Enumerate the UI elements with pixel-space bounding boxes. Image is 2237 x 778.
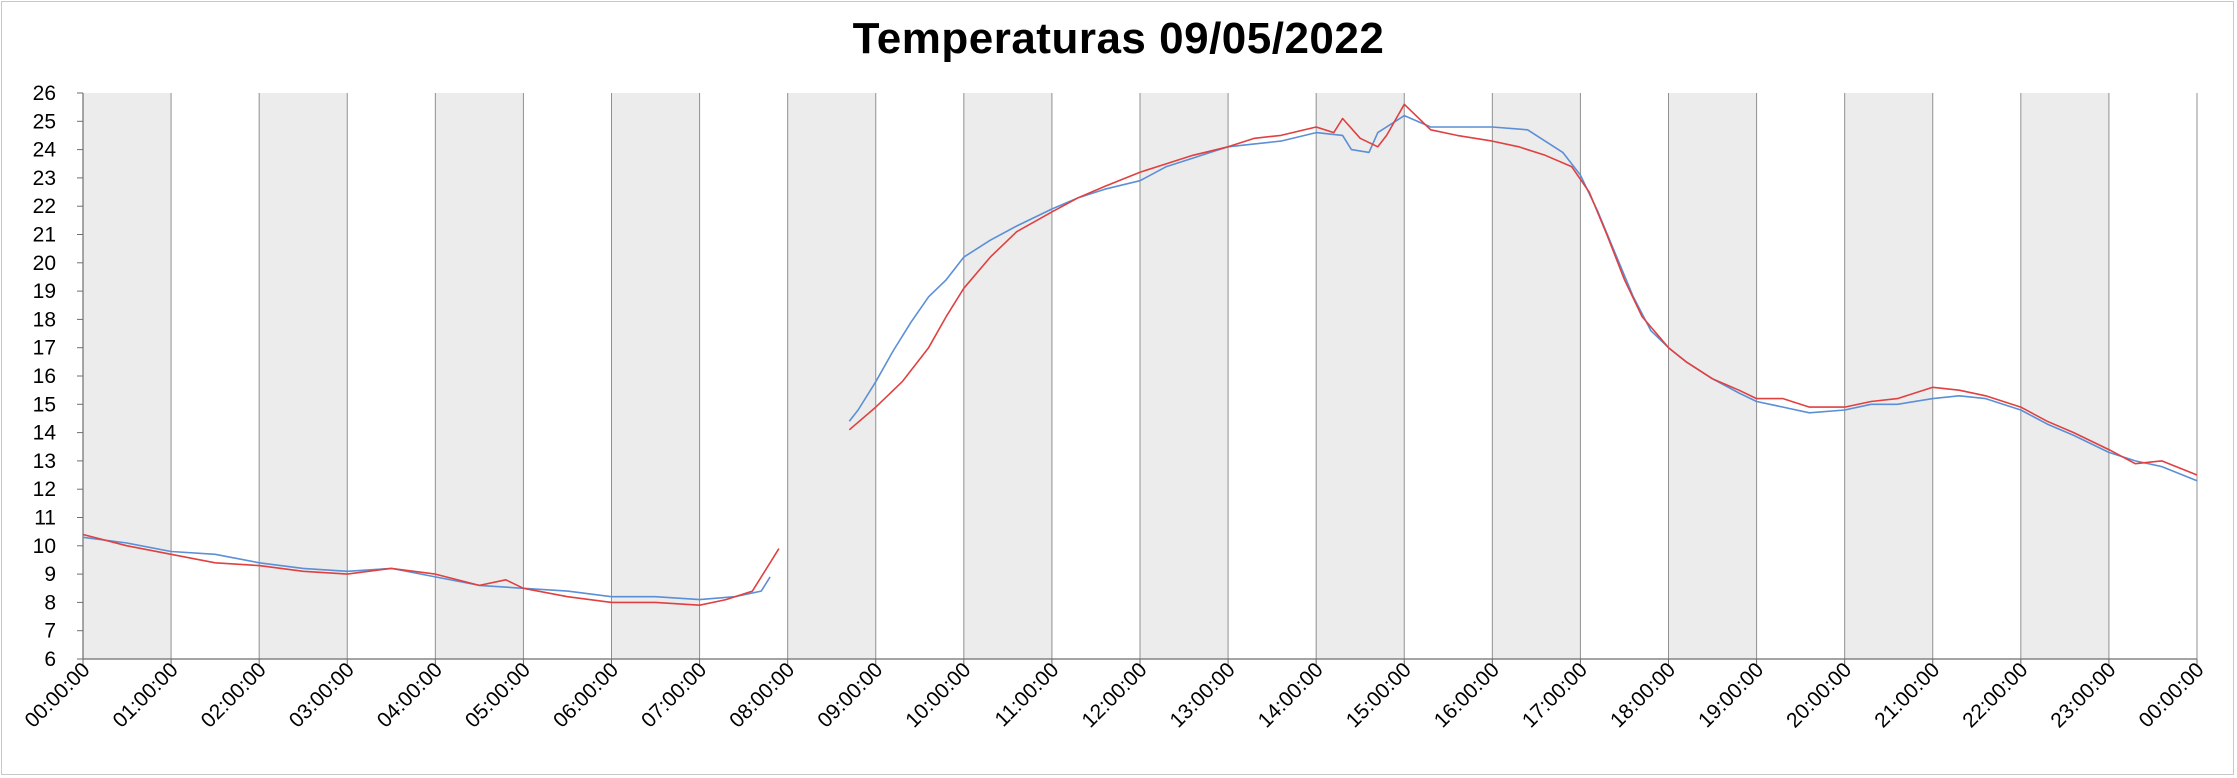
x-tick-label: 07:00:00 (637, 658, 711, 732)
y-tick-label: 21 (33, 224, 56, 247)
hour-bands (83, 93, 2109, 659)
y-tick-label: 26 (33, 82, 56, 105)
x-tick-label: 04:00:00 (373, 658, 447, 732)
x-tick-label: 00:00:00 (20, 658, 94, 732)
vertical-gridlines (170, 93, 2198, 659)
x-tick-label: 08:00:00 (725, 658, 799, 732)
hour-band-0 (83, 93, 172, 659)
x-tick-label: 00:00:00 (2134, 658, 2208, 732)
x-tick-label: 20:00:00 (1782, 658, 1856, 732)
x-tick-label: 12:00:00 (1077, 658, 1151, 732)
y-tick-label: 23 (33, 167, 56, 190)
y-tick-label: 14 (33, 422, 57, 445)
hour-band-2 (435, 93, 524, 659)
x-tick-label: 19:00:00 (1694, 658, 1768, 732)
x-tick-label: 23:00:00 (2046, 658, 2120, 732)
x-tick-label: 10:00:00 (901, 658, 975, 732)
y-tick-label: 8 (44, 591, 56, 614)
x-tick-label: 15:00:00 (1342, 658, 1416, 732)
y-tick-label: 20 (33, 252, 56, 275)
series-1-segment-0 (82, 533, 780, 607)
chart-title: Temperaturas 09/05/2022 (852, 14, 1385, 63)
hour-band-1 (259, 93, 348, 659)
y-tick-label: 24 (33, 139, 57, 162)
y-tick-label: 6 (44, 648, 56, 671)
x-tick-label: 09:00:00 (813, 658, 887, 732)
hour-band-8 (1492, 93, 1581, 659)
y-tick-label: 10 (33, 535, 56, 558)
x-tick-label: 06:00:00 (549, 658, 623, 732)
y-tick-label: 25 (33, 110, 56, 133)
y-tick-label: 18 (33, 308, 56, 331)
x-tick-label: 05:00:00 (461, 658, 535, 732)
series-1-segment-1 (848, 103, 2198, 476)
y-tick-label: 9 (44, 563, 56, 586)
hour-band-7 (1316, 93, 1405, 659)
hour-band-6 (1140, 93, 1229, 659)
hour-band-3 (611, 93, 700, 659)
x-tick-label: 17:00:00 (1518, 658, 1592, 732)
y-tick-label: 16 (33, 365, 56, 388)
series-0-segment-1 (848, 114, 2198, 482)
x-tick-label: 13:00:00 (1166, 658, 1240, 732)
x-tick-label: 21:00:00 (1870, 658, 1944, 732)
y-tick-label: 11 (34, 507, 56, 530)
hour-band-10 (1844, 93, 1933, 659)
y-tick-label: 12 (33, 478, 56, 501)
x-tick-labels: 00:00:00 01:00:00 02:00:00 03:00:00 04:00:00… (20, 658, 2208, 732)
hour-band-4 (787, 93, 876, 659)
x-tick-label: 14:00:00 (1254, 658, 1328, 732)
y-tick-label: 17 (33, 337, 56, 360)
x-tick-label: 22:00:00 (1958, 658, 2032, 732)
x-tick-label: 02:00:00 (197, 658, 271, 732)
x-tick-label: 03:00:00 (285, 658, 359, 732)
hour-band-11 (2020, 93, 2109, 659)
series-lines (82, 103, 2198, 607)
x-tick-label: 18:00:00 (1606, 658, 1680, 732)
y-tick-labels: 6 7 8 9 10 11 12 13 14 15 16 17 18 19 20 21 22 23 24 25 26 (33, 82, 57, 671)
y-tick-label: 7 (44, 620, 56, 643)
x-tick-label: 11:00:00 (990, 658, 1063, 731)
x-tick-label: 01:00:00 (109, 658, 183, 732)
axes (77, 92, 2198, 666)
hour-band-5 (963, 93, 1052, 659)
y-tick-label: 22 (33, 195, 56, 218)
series-0-segment-0 (82, 536, 771, 601)
hour-band-9 (1668, 93, 1757, 659)
x-tick-label: 16:00:00 (1430, 658, 1504, 732)
y-tick-label: 19 (33, 280, 56, 303)
y-tick-label: 13 (33, 450, 56, 473)
y-tick-label: 15 (33, 393, 56, 416)
